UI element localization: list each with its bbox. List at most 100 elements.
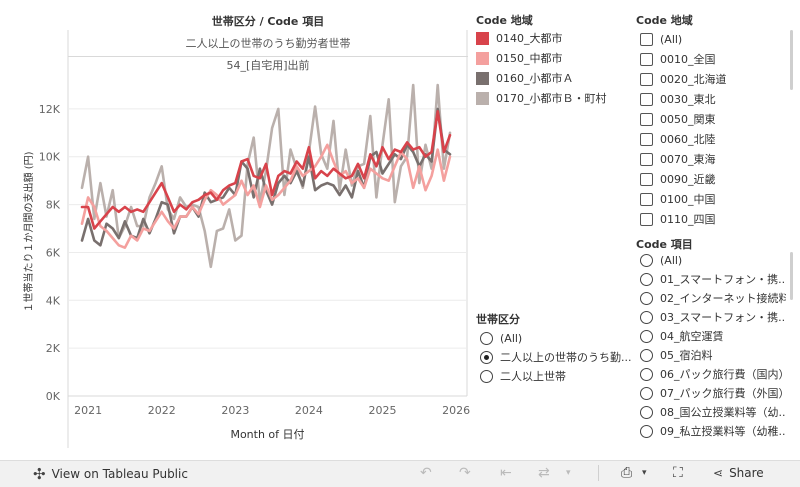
item-filter-item[interactable]: 05_宿泊料 xyxy=(640,345,713,365)
region-filter-list[interactable]: (All) 0010_全国 0020_北海道 0030_東北 0050_関東 0060_北… xyxy=(636,29,786,226)
item-filter-item[interactable]: 03_スマートフォン・携... xyxy=(640,307,786,327)
y-tick-label: 12K xyxy=(39,103,61,116)
item-filter-item[interactable]: 02_インターネット接続料 xyxy=(640,288,786,308)
item-filter-label: 04_航空運賃 xyxy=(660,330,724,343)
region-filter-item[interactable]: 0100_中国 xyxy=(640,189,716,209)
share-label: Share xyxy=(729,466,764,480)
color-legend-item[interactable]: 0160_小都市Ａ xyxy=(476,68,574,88)
radio-icon[interactable] xyxy=(640,253,653,267)
checkbox-icon[interactable] xyxy=(640,32,653,46)
checkbox-icon[interactable] xyxy=(640,152,653,166)
color-legend-item[interactable]: 0170_小都市Ｂ・町村 xyxy=(476,88,607,108)
radio-icon[interactable] xyxy=(480,331,493,345)
color-legend-item[interactable]: 0150_中都市 xyxy=(476,48,563,68)
checkbox-icon[interactable] xyxy=(640,92,653,106)
region-filter-item[interactable]: 0090_近畿 xyxy=(640,169,716,189)
radio-icon[interactable] xyxy=(480,369,493,383)
region-filter-item[interactable]: 0050_関東 xyxy=(640,109,716,129)
chart-subtitle-item: 54_[自宅用]出前 xyxy=(226,59,310,72)
radio-icon[interactable] xyxy=(640,424,653,438)
checkbox-icon[interactable] xyxy=(640,52,653,66)
item-filter-item[interactable]: 09_私立授業料等（幼稚... xyxy=(640,421,786,441)
item-filter-item[interactable]: 01_スマートフォン・携... xyxy=(640,269,786,289)
download-icon[interactable]: ⎙ xyxy=(621,465,633,481)
radio-icon[interactable] xyxy=(640,310,653,324)
y-tick-label: 0K xyxy=(46,390,61,403)
checkbox-icon[interactable] xyxy=(640,192,653,206)
checkbox-icon[interactable] xyxy=(640,112,653,126)
refresh-icon[interactable]: ⇄ xyxy=(538,465,550,481)
region-filter-item[interactable]: 0060_北陸 xyxy=(640,129,716,149)
x-tick-label: 2023 xyxy=(221,404,249,417)
item-filter-scrollbar[interactable] xyxy=(790,252,793,300)
item-filter-label: 09_私立授業料等（幼稚... xyxy=(660,425,786,438)
household-filter-item[interactable]: (All) xyxy=(480,328,522,348)
tableau-viz: 0K 2K 4K 6K 8K 10K 12K 2021 2022 2023 2024 2025 2026… xyxy=(0,0,793,460)
household-filter-item[interactable]: 二人以上世帯 xyxy=(480,366,566,386)
region-filter-item[interactable]: 0010_全国 xyxy=(640,49,716,69)
y-tick-label: 6K xyxy=(46,246,61,259)
region-filter-label: 0070_東海 xyxy=(660,153,716,166)
item-filter-list[interactable]: (All) 01_スマートフォン・携... 02_インターネット接続料 03_スマート… xyxy=(636,250,786,447)
y-tick-label: 10K xyxy=(39,151,61,164)
radio-icon[interactable] xyxy=(480,350,493,364)
toolbar-divider xyxy=(598,465,599,481)
revert-icon[interactable]: ⇤ xyxy=(500,465,512,481)
item-filter-label: 02_インターネット接続料 xyxy=(660,292,786,305)
redo-icon[interactable]: ↷ xyxy=(459,465,471,481)
item-filter-label: 05_宿泊料 xyxy=(660,349,713,362)
tableau-logo-icon: ✣ xyxy=(33,465,46,483)
chart-subtitle-household: 二人以上の世帯のうち勤労者世帯 xyxy=(68,35,468,57)
checkbox-icon[interactable] xyxy=(640,212,653,226)
series-line[interactable] xyxy=(80,110,452,230)
legend-swatch xyxy=(476,91,489,105)
item-filter-item[interactable]: 04_航空運賃 xyxy=(640,326,724,346)
item-filter-item[interactable]: (All) xyxy=(640,250,682,270)
series-line[interactable] xyxy=(80,83,452,269)
checkbox-icon[interactable] xyxy=(640,72,653,86)
refresh-dropdown-icon[interactable]: ▾ xyxy=(566,468,571,478)
region-filter-item[interactable]: 0070_東海 xyxy=(640,149,716,169)
household-filter-label: 二人以上の世帯のうち勤... xyxy=(500,351,632,364)
series-line[interactable] xyxy=(80,143,452,249)
radio-icon[interactable] xyxy=(640,272,653,286)
item-filter-item[interactable]: 07_パック旅行費（外国） xyxy=(640,383,786,403)
fullscreen-icon[interactable]: ⛶ xyxy=(673,465,683,481)
share-button[interactable]: ⋖ Share xyxy=(713,464,764,482)
household-filter-item[interactable]: 二人以上の世帯のうち勤... xyxy=(480,347,632,367)
x-tick-label: 2024 xyxy=(295,404,323,417)
x-tick-label: 2022 xyxy=(148,404,176,417)
radio-icon[interactable] xyxy=(640,348,653,362)
color-legend-item[interactable]: 0140_大都市 xyxy=(476,28,563,48)
radio-icon[interactable] xyxy=(640,367,653,381)
region-filter-label: 0110_四国 xyxy=(660,213,716,226)
item-filter-item[interactable]: 06_パック旅行費（国内） xyxy=(640,364,786,384)
x-tick-label: 2026 xyxy=(442,404,470,417)
checkbox-icon[interactable] xyxy=(640,172,653,186)
undo-icon[interactable]: ↶ xyxy=(420,465,432,481)
item-filter-title: Code 項目 xyxy=(636,238,693,251)
household-filter-label: 二人以上世帯 xyxy=(500,370,566,383)
radio-icon[interactable] xyxy=(640,291,653,305)
download-dropdown-icon[interactable]: ▾ xyxy=(642,468,647,478)
tableau-toolbar: ✣ View on Tableau Public xyxy=(0,460,800,487)
line-chart[interactable]: 0K 2K 4K 6K 8K 10K 12K 2021 2022 2023 2024 2025 2026… xyxy=(0,0,470,460)
region-filter-item[interactable]: 0030_東北 xyxy=(640,89,716,109)
household-filter-title: 世帯区分 xyxy=(476,313,520,326)
radio-icon[interactable] xyxy=(640,386,653,400)
radio-icon[interactable] xyxy=(640,405,653,419)
region-filter-label: 0010_全国 xyxy=(660,53,716,66)
checkbox-icon[interactable] xyxy=(640,132,653,146)
region-filter-label: 0020_北海道 xyxy=(660,73,727,86)
color-legend-title: Code 地域 xyxy=(476,14,533,27)
y-tick-label: 4K xyxy=(46,294,61,307)
region-filter-item[interactable]: 0020_北海道 xyxy=(640,69,727,89)
item-filter-label: 08_国公立授業料等（幼... xyxy=(660,406,786,419)
region-filter-item[interactable]: 0110_四国 xyxy=(640,209,716,226)
region-filter-scrollbar[interactable] xyxy=(790,30,793,90)
household-filter-label: (All) xyxy=(500,331,523,345)
region-filter-item[interactable]: (All) xyxy=(640,29,682,49)
radio-icon[interactable] xyxy=(640,329,653,343)
view-on-tableau-public-link[interactable]: ✣ View on Tableau Public xyxy=(33,465,188,483)
item-filter-item[interactable]: 08_国公立授業料等（幼... xyxy=(640,402,786,422)
